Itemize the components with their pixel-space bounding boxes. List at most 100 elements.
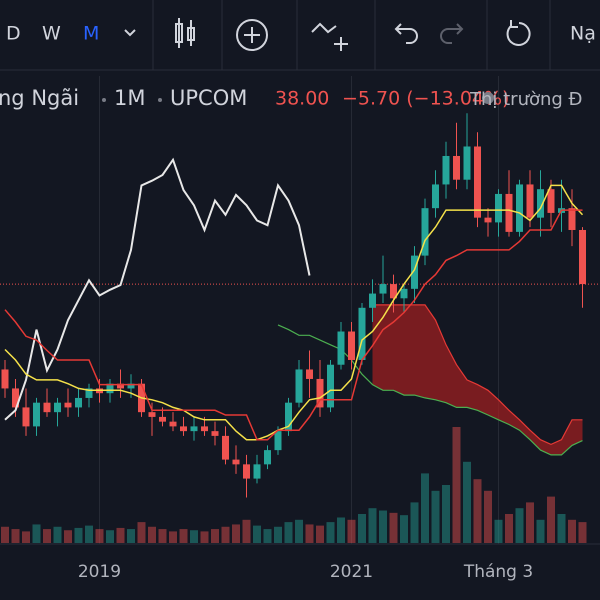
market-status: Thị trường Đ: [469, 89, 583, 110]
volume-bar: [379, 510, 387, 543]
volume-bar: [274, 526, 282, 543]
volume-bar: [106, 530, 114, 543]
volume-bar: [190, 530, 198, 543]
candle-body: [495, 193, 502, 223]
volume-bar: [305, 524, 314, 543]
candle-body: [316, 378, 324, 408]
volume-bar: [200, 531, 209, 543]
publish-button[interactable]: Nạ: [570, 23, 596, 45]
indicator-line: [4, 209, 583, 441]
volume-bar: [431, 490, 440, 543]
chart-type-icon[interactable]: [175, 18, 195, 48]
volume-bar: [242, 519, 251, 543]
volume-bar: [32, 524, 41, 543]
candle-body: [43, 402, 51, 413]
reload-icon[interactable]: [506, 20, 531, 46]
interval: 1M: [114, 86, 145, 110]
volume-bar: [568, 519, 576, 543]
volume-bar: [484, 490, 492, 543]
candle-body: [516, 184, 523, 232]
candle-body: [33, 402, 40, 427]
volume-bar: [148, 526, 156, 543]
indicator-line: [4, 157, 311, 421]
redo-icon[interactable]: [440, 23, 464, 44]
interval-button[interactable]: W: [42, 23, 61, 45]
candle-body: [12, 388, 19, 408]
volume-bar: [43, 529, 51, 543]
candle-body: [453, 155, 460, 180]
time-axis: 2019 2021 Tháng 3: [78, 562, 533, 582]
candle-body: [117, 383, 124, 389]
candle-body: [327, 364, 334, 408]
legend-row: ng Ngãi 1M UPCOM 38.00 −5.70 (−13.04%) T…: [0, 86, 583, 110]
candle-body: [274, 431, 282, 451]
candle-body: [264, 450, 271, 465]
candle-body: [484, 217, 492, 223]
volume-bar: [1, 526, 9, 543]
candle-body: [253, 464, 261, 479]
candle-body: [222, 435, 229, 460]
volume-bar: [232, 524, 240, 543]
volume-bar: [389, 512, 398, 543]
volume-bar: [557, 514, 566, 543]
last-price: 38.00: [275, 88, 329, 110]
volume-bar: [53, 526, 62, 543]
volume-bar: [179, 529, 188, 543]
dropdown-icon[interactable]: [124, 29, 136, 37]
volume-bar: [64, 530, 72, 543]
candle-body: [463, 146, 471, 180]
volume-bar: [85, 525, 93, 543]
candle-body: [85, 388, 93, 398]
market-status-icon: [482, 92, 494, 104]
volume-bar: [536, 519, 545, 543]
cloud-line: [277, 324, 583, 456]
interval-button[interactable]: M: [83, 23, 99, 45]
plot-area: [0, 76, 600, 544]
volume-bar: [473, 479, 482, 543]
dot: [158, 98, 162, 102]
volume-bar: [295, 519, 303, 543]
candle-body: [421, 208, 429, 256]
candle-body: [295, 369, 303, 403]
candle-body: [390, 284, 397, 299]
undo-icon[interactable]: [394, 23, 418, 44]
indicator-icon[interactable]: [236, 19, 268, 51]
candle-body: [547, 189, 555, 213]
interval-button[interactable]: D: [6, 23, 21, 45]
candle-body: [400, 288, 408, 299]
volume-bar: [452, 427, 461, 543]
volume-bar: [547, 496, 555, 543]
volume-bar: [211, 529, 219, 543]
volume-bar: [463, 461, 471, 543]
x-tick-label: 2021: [330, 562, 373, 582]
volume-bar: [578, 522, 587, 543]
volume-bar: [526, 502, 534, 543]
exchange: UPCOM: [170, 86, 247, 110]
volume-bar: [505, 514, 513, 543]
cloud: [372, 304, 583, 455]
volume-bar: [316, 525, 324, 543]
volume-bar: [326, 522, 335, 543]
candle-body: [432, 184, 439, 209]
volume-bar: [347, 519, 356, 543]
volume-bar: [158, 529, 167, 543]
volume-bar: [169, 531, 177, 543]
volume-bar: [515, 508, 524, 543]
candle-body: [442, 155, 450, 185]
candle-body: [232, 459, 240, 465]
price-change: −5.70 (−13.04%): [342, 88, 509, 110]
x-tick-label: 2019: [78, 562, 121, 582]
candle-body: [526, 184, 534, 218]
candle-body: [75, 397, 82, 408]
candle-body: [285, 402, 292, 432]
candle-body: [358, 307, 366, 360]
volume-bar: [494, 519, 503, 543]
compare-icon[interactable]: [311, 22, 348, 51]
candle-body: [411, 255, 418, 289]
volume-bar: [442, 485, 450, 543]
candle-body: [169, 421, 177, 427]
candle-body: [537, 189, 544, 218]
volume-bar: [358, 514, 366, 543]
volume-bar: [116, 527, 125, 543]
